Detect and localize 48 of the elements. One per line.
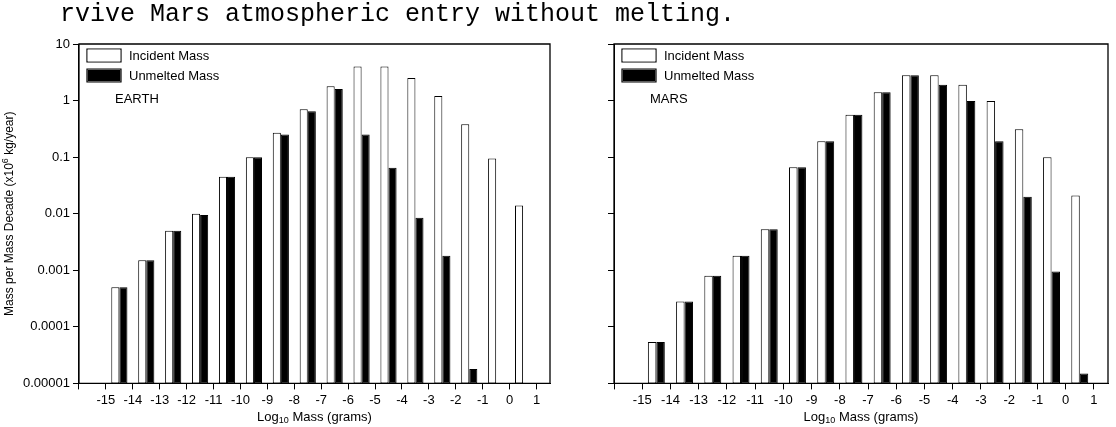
x-tick-label: -5 [918,391,931,407]
x-tick-label: -12 [177,391,197,407]
x-tick-label: -10 [773,391,793,407]
x-tick-label: -14 [661,391,680,407]
x-tick-label: -13 [689,391,709,407]
x-tick-label: -1 [1031,391,1044,407]
x-tick-label: -6 [342,391,354,407]
y-tick-label: 0.00001 [22,374,70,390]
annotation: EARTH [114,90,159,106]
x-tick-label: -10 [231,391,250,407]
x-tick-label: 1 [1090,391,1098,407]
chart-title: rvive Mars atmospheric entry without melting. [59,0,737,30]
y-tick-label: 0.0001 [30,318,70,334]
legend-label: Incident Mass [664,47,745,63]
annotation: MARS [650,90,688,106]
y-tick-label: 0.1 [51,148,70,164]
legend-label: Unmelted Mass [664,67,755,83]
x-tick-label: 0 [506,391,514,407]
y-tick-label: 1 [62,92,70,108]
x-tick-label: -14 [123,391,143,407]
x-tick-label: -4 [946,391,959,407]
x-tick-label: -15 [96,391,116,407]
legend-label: Incident Mass [128,47,210,63]
x-tick-label: -11 [746,391,765,407]
x-tick-label: -13 [150,391,170,407]
x-tick-label: -9 [805,391,818,407]
x-tick-label: -15 [632,391,652,407]
x-tick-label: 0 [1062,391,1070,407]
x-tick-label: -8 [288,391,301,407]
x-tick-label: -3 [975,391,987,407]
x-tick-label: -11 [204,391,223,407]
legend-label: Unmelted Mass [128,67,220,83]
x-tick-label: 1 [532,391,541,407]
y-tick-label: 0.01 [44,205,70,221]
x-tick-label: -2 [450,391,462,407]
x-tick-label: -3 [423,391,435,407]
x-tick-label: -7 [862,391,874,407]
x-tick-label: -6 [890,391,903,407]
x-tick-label: -4 [396,391,408,407]
y-tick-label: 0.001 [37,261,70,277]
x-tick-label: -12 [717,391,737,407]
x-tick-label: -8 [834,391,846,407]
y-tick-label: 10 [55,35,70,51]
x-tick-label: -9 [261,391,274,407]
x-tick-label: -5 [369,391,381,407]
x-tick-label: -1 [476,391,489,407]
x-tick-label: -7 [315,391,328,407]
x-tick-label: -2 [1003,391,1015,407]
